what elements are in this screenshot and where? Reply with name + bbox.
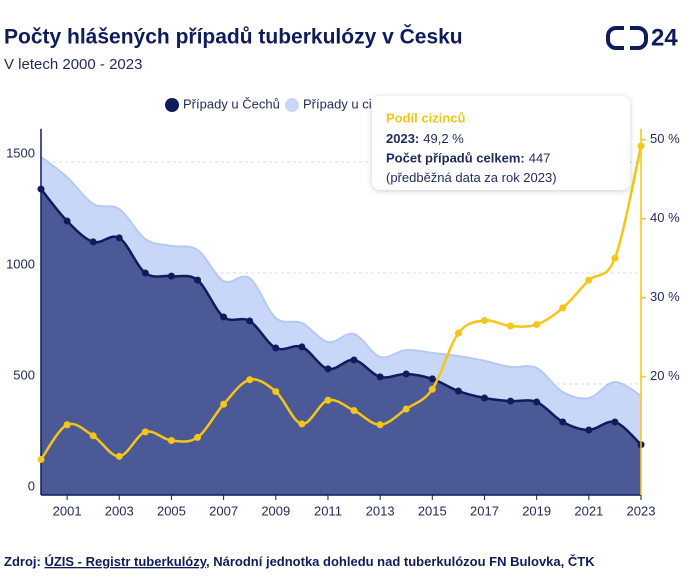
point-czech [533, 398, 541, 406]
legend-swatch [165, 98, 179, 112]
source-link[interactable]: ÚZIS - Registr tuberkulózy [44, 554, 207, 569]
point-czech [585, 426, 593, 434]
x-tick-label: 2007 [209, 503, 238, 518]
point-czech [167, 272, 175, 280]
area-czech [41, 189, 641, 496]
chart-subtitle: V letech 2000 - 2023 [4, 56, 142, 73]
point-share [637, 142, 645, 150]
logo-text: 24 [651, 24, 678, 51]
point-share [454, 329, 462, 337]
point-share [141, 428, 149, 436]
tooltip-value: 49,2 % [423, 131, 464, 146]
point-share [115, 452, 123, 460]
point-czech [559, 418, 567, 426]
point-share [324, 396, 332, 404]
point-share [89, 432, 97, 440]
tooltip-label: Počet případů celkem: [386, 151, 525, 166]
point-czech [63, 217, 71, 225]
chart-title: Počty hlášených případů tuberkulózy v Če… [4, 25, 463, 49]
point-share [194, 433, 202, 441]
tooltip-title: Podíl cizinců [386, 110, 466, 125]
point-czech [611, 418, 619, 426]
x-tick-label: 2021 [574, 503, 603, 518]
source: Zdroj: ÚZIS - Registr tuberkulózy, Národ… [4, 554, 595, 569]
source-prefix: Zdroj: [4, 554, 41, 569]
x-tick-label: 2019 [522, 503, 551, 518]
point-share [272, 388, 280, 396]
logo-mark [606, 26, 648, 50]
x-tick-label: 2003 [105, 503, 134, 518]
y2-tick-label: 30 % [650, 289, 680, 304]
point-czech [454, 387, 462, 395]
point-czech [376, 373, 384, 381]
point-czech [350, 356, 358, 364]
tooltip-line: 2023: 49,2 % [386, 131, 464, 146]
y2-tick-label: 40 % [650, 210, 680, 225]
point-czech [115, 234, 123, 242]
y-tick-label: 0 [28, 478, 35, 493]
legend-label: Případy u Čechů [183, 96, 280, 111]
point-czech [507, 397, 515, 405]
point-czech [402, 370, 410, 378]
point-czech [272, 344, 280, 352]
point-share [559, 304, 567, 312]
plot: 0 500 1000 1500 20 % 30 % 40 % 50 % 2001 2003 2005… [6, 128, 680, 518]
tooltip: Podíl cizinců 2023: 49,2 % Počet případů ce… [372, 96, 630, 190]
y-tick-label: 1500 [6, 145, 35, 160]
y-tick-label: 1000 [6, 256, 35, 271]
x-tick-label: 2017 [470, 503, 499, 518]
point-share [402, 405, 410, 413]
x-tick-label: 2013 [366, 503, 395, 518]
y-tick-label: 500 [13, 367, 35, 382]
line-total [40, 156, 642, 400]
point-share [480, 317, 488, 325]
area-foreign [41, 156, 641, 445]
point-czech [480, 394, 488, 402]
point-share [376, 421, 384, 429]
point-share [611, 254, 619, 262]
y2-tick-label: 20 % [650, 368, 680, 383]
point-share [507, 322, 515, 330]
point-share [220, 400, 228, 408]
legend-swatch [285, 98, 299, 112]
point-czech [141, 269, 149, 277]
x-tick-label: 2023 [627, 503, 656, 518]
x-tick-label: 2001 [53, 503, 82, 518]
point-share [533, 320, 541, 328]
point-czech [428, 375, 436, 383]
point-share [428, 385, 436, 393]
x-tick-label: 2005 [157, 503, 186, 518]
point-czech [324, 365, 332, 373]
point-czech [220, 313, 228, 321]
point-czech [298, 343, 306, 351]
tooltip-value: (předběžná data za rok 2023) [386, 170, 557, 185]
tooltip-box [372, 96, 630, 190]
point-czech [89, 238, 97, 246]
tooltip-value: 447 [529, 151, 551, 166]
x-tick-label: 2011 [314, 503, 342, 518]
point-czech [246, 317, 254, 325]
tooltip-line: Počet případů celkem: 447 [386, 151, 550, 166]
tooltip-line: (předběžná data za rok 2023) [386, 170, 557, 185]
point-share [167, 437, 175, 445]
x-tick-label: 2015 [418, 503, 447, 518]
tooltip-label: 2023: [386, 131, 419, 146]
point-share [246, 376, 254, 384]
x-tick-label: 2009 [261, 503, 290, 518]
point-share [585, 276, 593, 284]
point-czech [194, 276, 202, 284]
point-share [350, 407, 358, 415]
point-share [63, 421, 71, 429]
point-share [37, 455, 45, 463]
legend-item[interactable]: Případy u Čechů [165, 96, 280, 112]
source-rest: , Národní jednotka dohledu nad tuberkuló… [206, 554, 595, 569]
y2-tick-label: 50 % [650, 131, 680, 146]
logo: 24 [606, 24, 678, 51]
point-share [298, 420, 306, 428]
